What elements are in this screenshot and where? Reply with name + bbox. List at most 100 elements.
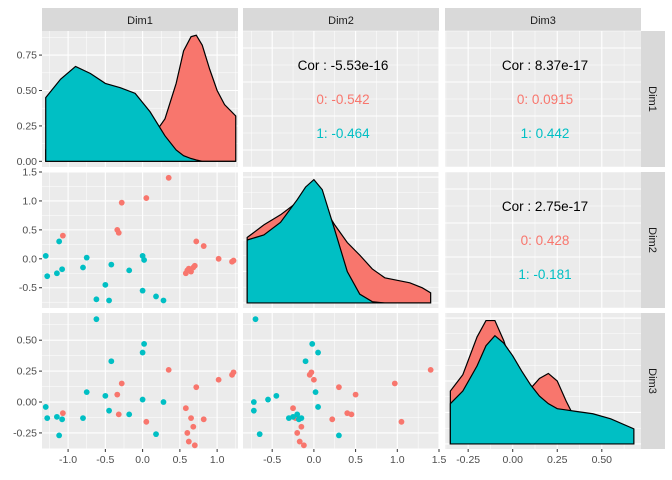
point-dim1-dim3-group-0 (190, 423, 197, 430)
point-dim1-dim2-group-1 (102, 281, 109, 288)
point-dim1-dim2-group-0 (182, 270, 189, 277)
correlation-overall-label: Cor : -5.53e-16 (298, 58, 389, 73)
point-dim2-dim3-group-1 (250, 399, 257, 405)
correlation-overall-label: Cor : 8.37e-17 (502, 58, 588, 73)
point-dim2-dim3-group-0 (427, 366, 434, 373)
point-dim1-dim3-group-1 (106, 407, 112, 414)
point-dim1-dim3-group-0 (165, 366, 172, 373)
y-tick-label: 0.00 (17, 156, 38, 168)
x-tick-label: 1.0 (210, 454, 225, 466)
point-dim2-dim3-group-1 (309, 341, 316, 347)
panel-2-1 (243, 313, 439, 449)
point-dim1-dim2-group-1 (93, 296, 100, 303)
point-dim1-dim2-group-1 (56, 238, 63, 245)
x-tick-label: 0.0 (135, 454, 150, 466)
correlation-group-1-label: 1: 0.442 (521, 126, 570, 141)
point-dim2-dim3-group-0 (300, 442, 307, 449)
point-dim1-dim3-group-0 (184, 430, 191, 436)
point-dim1-dim2-group-0 (143, 195, 150, 201)
strip-right-dim2 (641, 172, 665, 308)
point-dim1-dim3-group-1 (139, 396, 146, 403)
point-dim1-dim3-group-0 (182, 405, 189, 412)
point-dim2-dim3-group-1 (265, 396, 271, 403)
strip-top-dim3 (445, 8, 641, 31)
point-dim1-dim2-group-1 (141, 257, 148, 263)
point-dim1-dim3-group-0 (115, 411, 122, 418)
point-dim2-dim3-group-0 (352, 391, 359, 398)
y-tick-label: 0.25 (17, 120, 38, 132)
point-dim2-dim3-group-1 (256, 431, 263, 438)
strip-label-top-dim2: Dim2 (328, 15, 354, 27)
y-tick-label: 1.0 (22, 195, 37, 207)
point-dim1-dim3-group-0 (185, 438, 192, 445)
point-dim1-dim3-group-0 (118, 380, 125, 387)
point-dim2-dim3-group-0 (391, 380, 398, 387)
point-dim2-dim3-group-0 (310, 376, 317, 383)
y-tick-label: 1.5 (22, 167, 37, 179)
point-dim1-dim2-group-0 (165, 174, 172, 181)
point-dim2-dim3-group-0 (290, 405, 296, 412)
point-dim2-dim3-group-0 (329, 416, 336, 423)
x-tick-label: 0.00 (502, 454, 523, 466)
x-tick-label: -0.25 (456, 454, 480, 466)
point-dim1-dim2-group-1 (42, 253, 49, 259)
density-dim1-group-1 (45, 65, 236, 162)
strip-label-top-dim1: Dim1 (127, 15, 153, 27)
point-dim1-dim3-group-0 (191, 442, 198, 449)
y-tick-label: 0.00 (17, 397, 38, 409)
point-dim1-dim3-group-1 (44, 415, 51, 421)
point-dim1-dim3-group-1 (93, 316, 100, 323)
point-dim1-dim2-group-1 (106, 297, 112, 304)
density-dim2-group-1 (246, 178, 431, 304)
x-tick-label: 0.5 (173, 454, 188, 466)
point-dim1-dim3-group-1 (160, 399, 167, 405)
correlation-group-1-label: 1: -0.464 (316, 126, 370, 141)
x-tick-label: -0.5 (263, 454, 281, 466)
point-dim1-dim3-group-0 (215, 376, 222, 383)
correlation-group-0-label: 0: 0.428 (521, 233, 570, 248)
point-dim1-dim3-group-1 (56, 432, 63, 439)
point-dim2-dim3-group-1 (298, 415, 305, 421)
panel-1-0 (42, 172, 238, 308)
x-tick-label: 0.0 (307, 454, 322, 466)
point-dim1-dim2-group-0 (215, 255, 222, 262)
x-tick-label: 1.5 (432, 454, 447, 466)
point-dim1-dim3-group-0 (188, 415, 194, 421)
point-dim2-dim3-group-1 (312, 389, 319, 396)
point-dim1-dim2-group-1 (83, 254, 90, 261)
strip-label-right-dim1: Dim1 (646, 86, 658, 112)
point-dim2-dim3-group-0 (336, 384, 342, 391)
point-dim1-dim3-group-0 (114, 391, 121, 398)
point-dim1-dim2-group-0 (230, 257, 237, 264)
point-dim1-dim3-group-1 (139, 349, 146, 356)
x-tick-label: 1.0 (390, 454, 405, 466)
y-tick-label: 0.5 (22, 224, 37, 236)
correlation-overall-label: Cor : 2.75e-17 (502, 199, 588, 214)
point-dim1-dim2-group-0 (200, 243, 207, 249)
point-dim2-dim3-group-1 (290, 413, 296, 420)
point-dim1-dim3-group-0 (200, 416, 207, 423)
point-dim1-dim3-group-1 (108, 358, 115, 365)
x-tick-label: 0.25 (547, 454, 568, 466)
point-dim1-dim2-group-0 (188, 268, 194, 275)
point-dim2-dim3-group-0 (296, 438, 303, 445)
strip-top-dim1 (42, 8, 238, 31)
strip-label-right-dim3: Dim3 (646, 368, 658, 394)
point-dim1-dim3-group-1 (153, 431, 159, 438)
point-dim1-dim3-group-1 (83, 389, 90, 396)
strip-label-top-dim3: Dim3 (530, 15, 556, 27)
point-dim2-dim3-group-1 (315, 404, 321, 410)
y-tick-label: 0.75 (17, 50, 38, 62)
y-tick-label: 0.50 (17, 85, 38, 97)
point-dim1-dim3-group-0 (230, 369, 237, 376)
correlation-group-0-label: 0: 0.0915 (517, 92, 573, 107)
point-dim1-dim3-group-0 (143, 418, 150, 425)
point-dim1-dim3-group-0 (59, 410, 66, 417)
point-dim1-dim2-group-1 (80, 264, 86, 271)
point-dim1-dim3-group-1 (80, 415, 86, 421)
point-dim1-dim2-group-0 (118, 199, 125, 206)
point-dim2-dim3-group-0 (344, 410, 351, 417)
point-dim1-dim2-group-1 (54, 270, 60, 277)
point-dim2-dim3-group-0 (308, 369, 315, 376)
